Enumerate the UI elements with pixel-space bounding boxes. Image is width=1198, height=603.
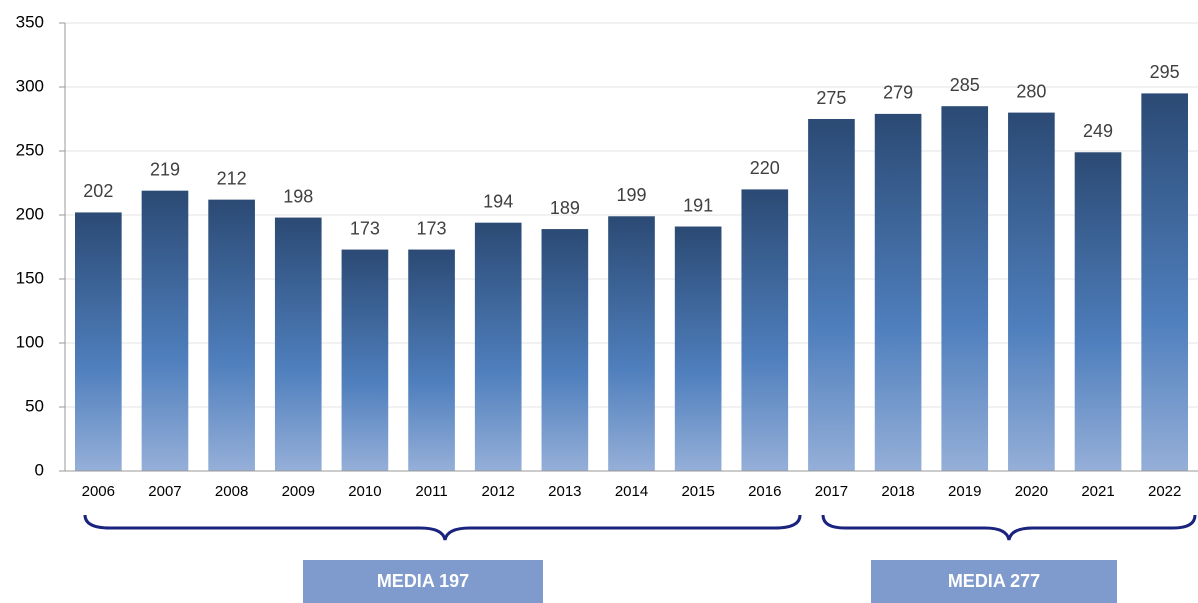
x-tick-label: 2015 <box>681 483 714 500</box>
bar <box>1141 93 1189 472</box>
brace <box>821 514 1197 541</box>
data-label: 219 <box>150 159 180 179</box>
y-tick-label: 100 <box>16 332 44 351</box>
data-label: 280 <box>1016 81 1046 101</box>
x-tick-label: 2019 <box>948 483 981 500</box>
bar <box>741 189 789 471</box>
x-tick-label: 2020 <box>1015 483 1048 500</box>
x-tick-label: 2009 <box>282 483 315 500</box>
data-label: 198 <box>283 186 313 206</box>
data-label: 173 <box>417 218 447 238</box>
bars <box>74 93 1189 472</box>
y-tick-label: 0 <box>35 460 44 479</box>
data-label: 285 <box>950 75 980 95</box>
x-tick-label: 2011 <box>415 483 447 500</box>
bar <box>208 199 255 471</box>
annotation: MEDIA 277 <box>948 571 1040 591</box>
x-tick-label: 2018 <box>881 483 914 500</box>
bar <box>874 113 922 471</box>
bar <box>1074 152 1122 471</box>
x-tick-label: 2014 <box>615 483 648 500</box>
y-tick-label: 350 <box>16 12 44 31</box>
y-tick-label: 250 <box>16 140 44 159</box>
x-tick-label: 2006 <box>82 483 115 500</box>
bar <box>1008 112 1055 471</box>
bar <box>541 229 589 471</box>
bar <box>74 212 122 471</box>
x-tick-label: 2010 <box>348 483 381 500</box>
y-tick-label: 50 <box>25 396 44 415</box>
data-label: 295 <box>1150 62 1180 82</box>
x-tick-label: 2012 <box>482 483 515 500</box>
data-label: 212 <box>217 168 247 188</box>
bar <box>341 249 389 471</box>
data-label: 202 <box>83 181 113 201</box>
bar <box>141 190 189 471</box>
x-tick-label: 2017 <box>815 483 848 500</box>
x-tick-label: 2007 <box>148 483 181 500</box>
x-tick-label: 2021 <box>1081 483 1114 500</box>
annotation-box <box>871 560 1117 603</box>
bar <box>941 106 989 471</box>
bar <box>408 249 455 471</box>
data-label: 189 <box>550 198 580 218</box>
y-tick-label: 300 <box>16 76 44 95</box>
data-label: 191 <box>683 195 713 215</box>
bar <box>474 222 522 471</box>
bar <box>808 119 855 471</box>
x-tick-label: 2013 <box>548 483 581 500</box>
y-tick-label: 200 <box>16 204 44 223</box>
x-tick-label: 2008 <box>215 483 248 500</box>
annotation-box <box>303 560 543 603</box>
annotation: MEDIA 197 <box>377 571 469 591</box>
data-label: 220 <box>750 158 780 178</box>
data-label: 275 <box>816 88 846 108</box>
data-label: 194 <box>483 191 513 211</box>
y-tick-label: 150 <box>16 268 44 287</box>
bar <box>274 217 322 471</box>
data-label: 199 <box>616 185 646 205</box>
data-label: 249 <box>1083 121 1113 141</box>
x-tick-label: 2016 <box>748 483 781 500</box>
x-tick-label: 2022 <box>1148 483 1181 500</box>
data-label: 279 <box>883 83 913 103</box>
brace <box>83 514 802 541</box>
data-label: 173 <box>350 218 380 238</box>
bar <box>674 226 722 471</box>
bar <box>608 216 655 471</box>
